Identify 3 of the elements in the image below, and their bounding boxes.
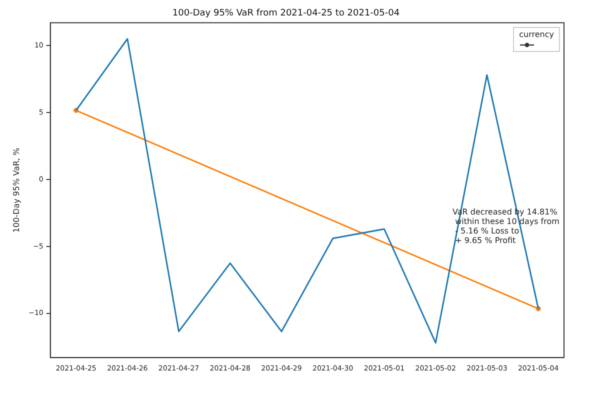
legend-title: currency [519, 30, 554, 39]
y-axis-title: 100-Day 95% VaR, % [12, 147, 21, 233]
chart-title: 100-Day 95% VaR from 2021-04-25 to 2021-05-04 [172, 8, 400, 19]
